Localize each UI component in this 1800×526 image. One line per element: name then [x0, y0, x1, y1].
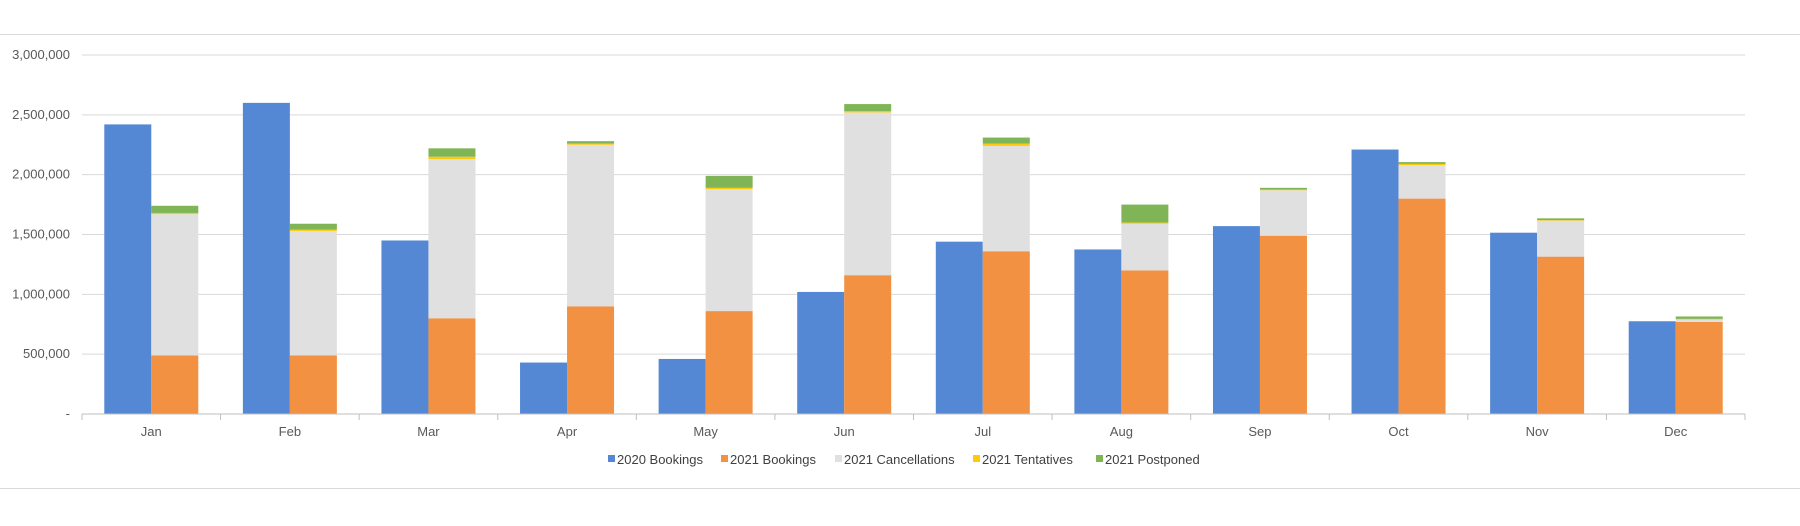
- bar-2021-postponed-jun: [844, 104, 892, 112]
- bar-2021-bookings-apr: [567, 306, 615, 414]
- legend-swatch: [721, 455, 728, 462]
- legend-swatch: [973, 455, 980, 462]
- y-tick-label: 2,500,000: [12, 107, 70, 122]
- x-tick-label: Feb: [279, 424, 301, 439]
- bar-2021-bookings-may: [705, 311, 753, 414]
- bar-2020-bookings-aug: [1074, 249, 1122, 414]
- bar-2021-postponed-jan: [151, 205, 199, 213]
- bar-2021-tentatives-jan: [151, 212, 199, 215]
- bar-2021-cancellations-oct: [1398, 165, 1446, 199]
- bar-2020-bookings-mar: [381, 240, 429, 414]
- bar-2020-bookings-dec: [1628, 321, 1676, 414]
- bar-2021-tentatives-feb: [289, 229, 337, 231]
- chart-frame: [0, 34, 1800, 489]
- bar-2021-postponed-jul: [982, 137, 1030, 144]
- gridlines: [82, 54, 1745, 355]
- bar-2021-tentatives-may: [705, 187, 753, 190]
- legend: 2020 Bookings 2021 Bookings 2021 Cancellat…: [608, 452, 1200, 467]
- bar-2021-bookings-mar: [428, 318, 476, 414]
- bar-2020-bookings-jan: [104, 124, 152, 414]
- bar-2021-bookings-jan: [151, 355, 199, 414]
- bar-2021-postponed-mar: [428, 148, 476, 157]
- bar-2021-cancellations-jan: [151, 214, 199, 356]
- x-tick-label: Dec: [1664, 424, 1688, 439]
- bar-2021-tentatives-jul: [982, 143, 1030, 146]
- legend-swatch: [1096, 455, 1103, 462]
- bar-2021-cancellations-jun: [844, 112, 892, 276]
- bar-2021-bookings-jul: [982, 251, 1030, 414]
- bar-2021-tentatives-mar: [428, 156, 476, 160]
- x-tick-label: Jan: [141, 424, 162, 439]
- bar-2021-postponed-may: [705, 175, 753, 188]
- bar-2021-cancellations-apr: [567, 144, 615, 307]
- bar-2021-postponed-nov: [1537, 218, 1585, 221]
- bar-2021-postponed-sep: [1259, 187, 1307, 190]
- y-tick-label: 1,000,000: [12, 286, 70, 301]
- bars: [104, 102, 1723, 414]
- bar-2021-cancellations-sep: [1259, 190, 1307, 236]
- bar-2021-cancellations-jul: [982, 145, 1030, 252]
- bar-2021-tentatives-dec: [1675, 318, 1723, 320]
- bar-2020-bookings-apr: [520, 362, 568, 414]
- y-tick-label: -: [66, 406, 70, 421]
- bar-2021-postponed-aug: [1121, 204, 1169, 223]
- x-tick-label: Mar: [417, 424, 440, 439]
- y-tick-label: 2,000,000: [12, 167, 70, 182]
- x-tick-label: May: [693, 424, 718, 439]
- bar-2020-bookings-sep: [1212, 226, 1260, 414]
- bar-2020-bookings-feb: [242, 102, 290, 414]
- x-axis: Jan Feb Mar Apr May Jun Jul Aug Sep Oct Nov Dec: [81, 413, 1746, 439]
- y-tick-label: 1,500,000: [12, 227, 70, 242]
- bar-2021-cancellations-feb: [289, 230, 337, 356]
- legend-label: 2021 Tentatives: [982, 452, 1073, 467]
- bar-2021-postponed-apr: [567, 141, 615, 144]
- bar-2020-bookings-may: [658, 358, 706, 414]
- bar-2021-bookings-oct: [1398, 198, 1446, 414]
- legend-swatch: [608, 455, 615, 462]
- legend-swatch: [835, 455, 842, 462]
- y-tick-label: 500,000: [23, 346, 70, 361]
- bar-2021-tentatives-sep: [1259, 189, 1307, 191]
- bar-2021-tentatives-jun: [844, 111, 892, 113]
- legend-label: 2021 Cancellations: [844, 452, 955, 467]
- bar-2021-cancellations-nov: [1537, 220, 1585, 257]
- bar-2021-tentatives-oct: [1398, 163, 1446, 166]
- bar-2021-tentatives-aug: [1121, 222, 1169, 224]
- bar-2021-tentatives-nov: [1537, 220, 1585, 221]
- legend-label: 2021 Bookings: [730, 452, 817, 467]
- x-tick-label: Jul: [974, 424, 991, 439]
- bar-2021-cancellations-mar: [428, 159, 476, 319]
- bar-2021-postponed-dec: [1675, 316, 1723, 319]
- bar-2021-bookings-nov: [1537, 256, 1585, 414]
- bar-2021-cancellations-dec: [1675, 319, 1723, 322]
- bar-2020-bookings-jul: [935, 241, 983, 414]
- x-tick-label: Jun: [834, 424, 855, 439]
- bar-2021-bookings-aug: [1121, 270, 1169, 414]
- bar-2021-bookings-sep: [1259, 235, 1307, 414]
- bar-2020-bookings-jun: [797, 291, 845, 414]
- x-tick-label: Aug: [1110, 424, 1133, 439]
- bar-2021-bookings-dec: [1675, 321, 1723, 414]
- legend-label: 2021 Postponed: [1105, 452, 1200, 467]
- bar-2021-cancellations-may: [705, 189, 753, 312]
- x-tick-label: Oct: [1388, 424, 1409, 439]
- bar-2021-postponed-oct: [1398, 162, 1446, 164]
- x-tick-label: Nov: [1526, 424, 1550, 439]
- bar-2021-postponed-feb: [289, 223, 337, 230]
- legend-label: 2020 Bookings: [617, 452, 704, 467]
- bar-2021-cancellations-aug: [1121, 223, 1169, 271]
- bar-2021-tentatives-apr: [567, 143, 615, 145]
- x-tick-label: Apr: [557, 424, 578, 439]
- bar-2021-bookings-jun: [844, 275, 892, 414]
- y-tick-label: 3,000,000: [12, 47, 70, 62]
- y-axis: - 500,000 1,000,000 1,500,000 2,000,000 2,500…: [12, 47, 70, 421]
- bar-2020-bookings-nov: [1490, 232, 1538, 414]
- bar-2020-bookings-oct: [1351, 149, 1399, 414]
- bar-2021-bookings-feb: [289, 355, 337, 414]
- x-tick-label: Sep: [1248, 424, 1271, 439]
